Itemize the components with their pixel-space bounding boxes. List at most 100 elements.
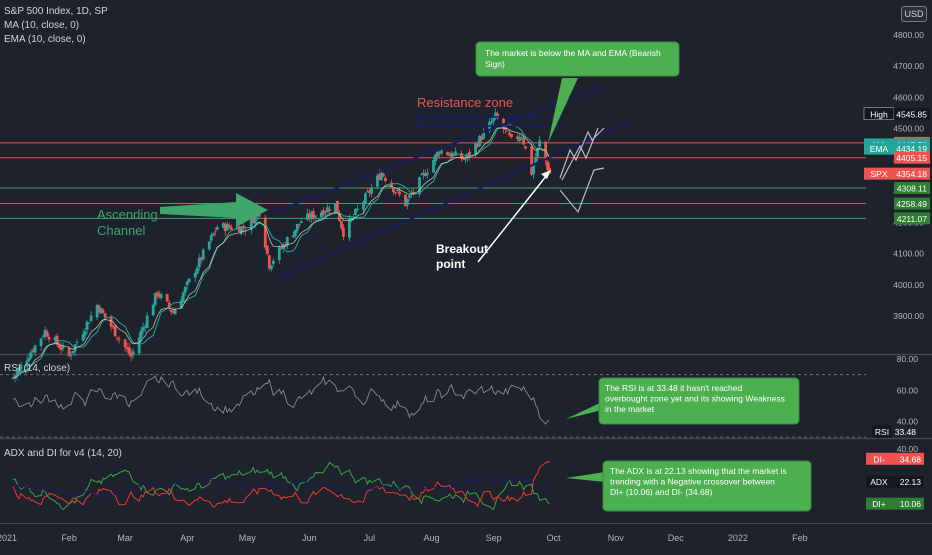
currency-button[interactable]: USD [901,6,927,22]
price-label-value: 4434.19 [896,144,927,154]
candle-body [73,344,77,352]
candle-body [127,347,131,355]
time-tick-label: Feb [61,533,77,543]
rsi-line [12,374,550,425]
adx-legend: ADX and DI for v4 (14, 20) [4,448,122,459]
price-tick-label: 4600.00 [893,92,924,102]
candle-body [390,182,393,187]
candle-body [420,174,423,176]
candle-body [137,337,141,354]
candle-body [422,172,425,176]
candle-body [199,257,203,260]
channel-upper-line [265,85,605,216]
candle-body [253,215,257,224]
price-label: High 4545.85 [863,107,930,121]
candle-body [69,355,73,357]
candle-body [151,305,155,316]
candle-body [474,143,477,154]
candle-body [193,273,197,278]
candle-body [295,223,299,231]
adx-callout-text: trending with a Negative crossover betwe… [610,477,775,487]
resistance-zone-label: Resistance zone [417,95,513,110]
rsi-tag [872,425,892,438]
candle-body [321,210,325,215]
candle-body [378,174,381,180]
candle-body [297,223,301,225]
candle-body [446,152,449,155]
candle-body [532,165,536,174]
candle-body [506,130,509,132]
time-tick-label: Sep [486,533,502,543]
candle-body [408,195,411,198]
candle-body [115,337,119,339]
candle-body [376,175,379,187]
time-tick-label: Dec [668,533,685,543]
time-tick-label: May [239,533,257,543]
candle-body [313,215,317,218]
candle-body [241,225,245,229]
candle-body [518,137,522,142]
candle-body [89,315,93,322]
candle-body [341,227,345,237]
breakout-label-line1: Breakout [436,242,488,256]
candle-body [283,244,287,247]
price-tick-label: 3900.00 [893,311,924,321]
candle-body [103,313,107,318]
candle-body [215,226,219,230]
candle-body [536,147,540,157]
candle-body [117,338,121,340]
adx-series-tag [866,475,892,488]
candle-body [209,235,213,241]
price-label: 4211.07 [894,212,930,225]
candle-body [81,334,85,341]
time-tick-label: Jul [364,533,376,543]
adx-series-value: 22.13 [900,477,922,487]
candle-body [327,209,331,211]
rsi-tag-label: RSI [875,427,889,437]
breakout-arrow-line [477,174,548,263]
price-label-value-bg [894,212,930,225]
candle-body [221,223,225,228]
candle-body [271,260,275,265]
candle-body [319,212,323,218]
candle-body [71,350,75,354]
candle-body [87,322,91,324]
candle-body [265,245,269,254]
candle-body [225,223,229,231]
rsi-tick-label: 40.00 [897,416,919,426]
candle-body [19,364,23,370]
candle-body [522,137,526,145]
candle-body [223,223,227,232]
candle-body [325,207,329,213]
price-tick-label: 4100.00 [893,249,924,259]
candle-body [494,112,497,118]
candle-body [496,113,499,119]
candle-body [227,225,231,228]
price-label-value-bg [894,151,930,164]
candle-body [333,203,337,214]
adx-series-value: 34.68 [900,454,922,464]
candle-body [309,212,313,220]
candle-body [155,292,159,296]
candle-body [464,159,467,161]
candle-body [109,316,113,327]
candle-body [173,309,177,315]
rsi-tick-label: 60.00 [897,385,919,395]
candle-body [440,150,443,154]
candle-body [510,134,513,137]
price-label-tag [864,142,894,155]
candle-body [85,321,89,330]
candle-body [299,221,303,223]
di-minus-line [12,461,550,508]
candle-body [368,190,371,193]
callout-box [475,41,680,77]
candle-body [181,292,185,302]
candle-body [546,161,550,170]
time-tick-label: Feb [792,533,808,543]
adx-series-tag [866,497,892,510]
candle-body [39,338,43,346]
candle-body [141,327,145,331]
callout-text-line1: The market is below the MA and EMA (Bear… [485,48,661,58]
